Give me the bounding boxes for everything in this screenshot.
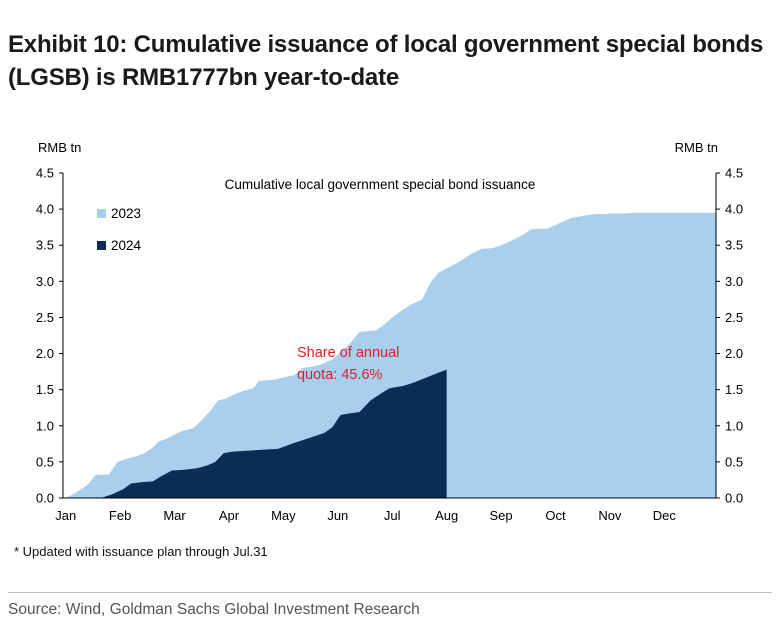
y-tick-label-right: 2.5 [725, 310, 743, 325]
exhibit-title: Exhibit 10: Cumulative issuance of local… [8, 28, 773, 94]
y-tick-label-left: 3.5 [36, 238, 54, 253]
y-tick-label-left: 0.0 [36, 491, 54, 506]
y-tick-label-left: 1.0 [36, 418, 54, 433]
y-axis-left-title: RMB tn [38, 140, 81, 155]
y-tick-label-right: 4.5 [725, 166, 743, 181]
x-tick-label-nov: Nov [598, 508, 622, 523]
y-axis-right-title: RMB tn [675, 140, 718, 155]
series-area-2024 [63, 369, 447, 498]
y-tick-label-right: 0.0 [725, 491, 743, 506]
y-tick-label-left: 2.5 [36, 310, 54, 325]
y-tick-label-right: 1.0 [725, 418, 743, 433]
source-note: Source: Wind, Goldman Sachs Global Inves… [8, 601, 420, 618]
x-tick-label-mar: Mar [163, 508, 186, 523]
chart-container: 0.0 0.0 0.5 0.5 1.0 1.0 1.5 1.5 2.0 2.0 2.5 2.5 3.0 3… [0, 130, 780, 570]
legend-swatch-2024 [97, 241, 106, 250]
x-tick-label-dec: Dec [653, 508, 677, 523]
x-tick-label-jun: Jun [327, 508, 348, 523]
divider [8, 592, 772, 593]
x-tick-label-feb: Feb [109, 508, 131, 523]
plot-layer: 0.0 0.0 0.5 0.5 1.0 1.0 1.5 1.5 2.0 2.0 2.5 2.5 3.0 3… [36, 140, 743, 523]
series-area-2023 [63, 212, 716, 498]
exhibit-title-line2: (LGSB) is RMB1777bn year-to-date [8, 64, 400, 91]
issuance-area-chart: 0.0 0.0 0.5 0.5 1.0 1.0 1.5 1.5 2.0 2.0 2.5 2.5 3.0 3… [36, 140, 743, 523]
y-tick-label-right: 3.0 [725, 274, 743, 289]
x-tick-label-apr: Apr [219, 508, 240, 523]
exhibit-title-line1: Exhibit 10: Cumulative issuance of local… [8, 31, 764, 58]
annotation-line2: quota: 45.6% [297, 367, 383, 383]
y-tick-label-right: 2.0 [725, 346, 743, 361]
y-tick-label-left: 3.0 [36, 274, 54, 289]
y-tick-label-right: 3.5 [725, 238, 743, 253]
y-tick-label-right: 4.0 [725, 202, 743, 217]
y-tick-label-left: 1.5 [36, 382, 54, 397]
y-tick-label-left: 0.5 [36, 454, 54, 469]
x-tick-label-jan: Jan [55, 508, 76, 523]
x-tick-label-sep: Sep [489, 508, 512, 523]
legend-swatch-2023 [97, 209, 106, 218]
y-tick-label-left: 4.5 [36, 166, 54, 181]
x-tick-label-may: May [271, 508, 296, 523]
y-tick-label-left: 2.0 [36, 346, 54, 361]
x-tick-label-jul: Jul [384, 508, 401, 523]
x-tick-label-aug: Aug [435, 508, 458, 523]
y-tick-label-right: 0.5 [725, 454, 743, 469]
legend-label-2024: 2024 [111, 238, 142, 253]
footnote: * Updated with issuance plan through Jul… [14, 544, 268, 559]
chart-title: Cumulative local government special bond… [225, 177, 536, 192]
x-tick-label-oct: Oct [545, 508, 566, 523]
y-tick-label-right: 1.5 [725, 382, 743, 397]
annotation-line1: Share of annual [297, 345, 399, 361]
y-tick-label-left: 4.0 [36, 202, 54, 217]
legend-label-2023: 2023 [111, 206, 141, 221]
